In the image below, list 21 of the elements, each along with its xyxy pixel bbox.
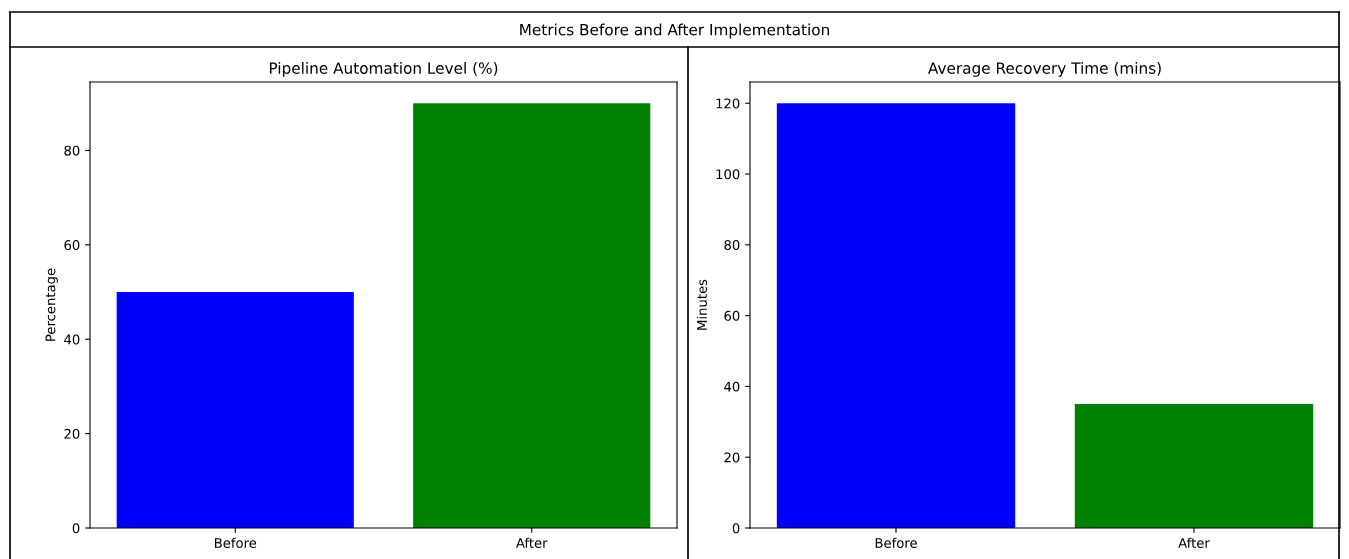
x-tick-label: Before xyxy=(214,537,257,548)
y-tick-label: 40 xyxy=(724,381,740,392)
x-tick-label: After xyxy=(1178,537,1210,548)
y-tick-label: 100 xyxy=(716,169,740,180)
text: Metrics Before and After Implementation xyxy=(520,23,829,39)
y-tick-label: 20 xyxy=(64,428,80,439)
x-tick-label: After xyxy=(516,537,548,548)
chart-title: Average Recovery Time (mins) xyxy=(928,62,1161,77)
y-tick-label: 40 xyxy=(64,334,80,345)
y-tick-label: 20 xyxy=(724,452,740,463)
x-tick-label: Before xyxy=(875,537,917,548)
y-tick-label: 60 xyxy=(64,240,80,251)
chart-title: Pipeline Automation Level (%) xyxy=(269,62,498,77)
y-tick-label: 60 xyxy=(724,310,740,321)
y-tick-label: 0 xyxy=(72,523,80,534)
y-tick-label: 80 xyxy=(64,145,80,156)
y-tick-label: 120 xyxy=(716,98,740,109)
y-tick-label: 80 xyxy=(724,240,740,251)
y-tick-label: 0 xyxy=(732,523,740,534)
y-axis-title: Minutes xyxy=(696,279,707,330)
y-axis-title: Percentage xyxy=(45,268,58,341)
